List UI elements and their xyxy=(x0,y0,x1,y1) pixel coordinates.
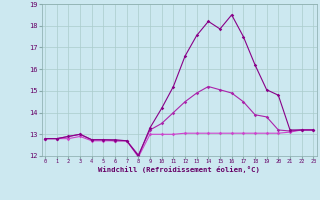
X-axis label: Windchill (Refroidissement éolien,°C): Windchill (Refroidissement éolien,°C) xyxy=(98,166,260,173)
